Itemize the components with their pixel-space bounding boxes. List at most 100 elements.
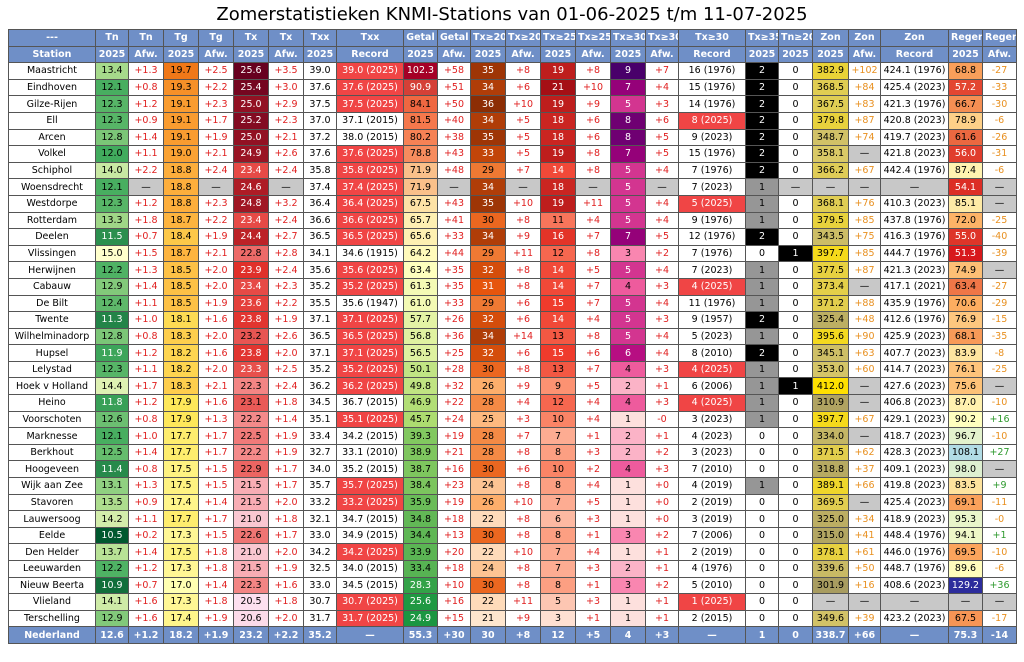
cell: +2.0 <box>198 277 234 296</box>
cell: +48 <box>848 311 881 329</box>
cell: — <box>505 178 541 196</box>
cell: +44 <box>437 244 471 263</box>
cell: +10 <box>437 576 471 595</box>
cell: 318.8 <box>812 460 849 479</box>
cell: 34 <box>470 228 506 246</box>
cell: 32 <box>470 344 506 362</box>
cell: — <box>982 261 1017 279</box>
cell: +2.2 <box>198 78 234 97</box>
cell: 10 <box>540 410 576 429</box>
cell: 368.1 <box>812 194 849 213</box>
footer-cell: -14 <box>982 626 1017 644</box>
cell: +8 <box>505 526 541 545</box>
cell: -35 <box>982 327 1017 346</box>
cell: 35.6 (2025) <box>336 261 404 279</box>
cell: 3 (2019) <box>678 510 746 528</box>
header-cell: Tx <box>268 29 304 47</box>
cell: 18.5 <box>163 277 199 296</box>
cell: +1.7 <box>268 477 304 495</box>
cell: 21 <box>540 78 576 97</box>
cell: +4 <box>645 161 679 180</box>
cell: 1 <box>778 244 813 263</box>
footer-cell: 18.2 <box>163 626 199 644</box>
cell: 389.1 <box>812 477 849 495</box>
cell: +9 <box>505 377 541 396</box>
cell: +2.0 <box>198 360 234 379</box>
cell: 50.1 <box>403 360 438 379</box>
station-row: Gilze-Rijen 12.3 +1.2 19.1 +2.3 25.0 +2.9 37.5 3… <box>8 95 1017 113</box>
cell: 34.1 <box>303 244 337 263</box>
cell: 35.2 <box>303 277 337 296</box>
cell: 57.2 <box>948 78 983 97</box>
cell: 0 <box>778 510 813 528</box>
cell: 4 (2025) <box>678 394 746 412</box>
cell: 54.1 <box>948 178 983 196</box>
cell: +18 <box>437 560 471 578</box>
cell: 19 <box>540 95 576 113</box>
header-cell: Tn≥20 <box>778 29 813 47</box>
cell: 353.0 <box>812 360 849 379</box>
cell: 38.4 <box>403 477 438 495</box>
header-cell: 2025 <box>95 45 129 64</box>
cell: +0.8 <box>128 327 164 346</box>
cell: 45.7 <box>403 410 438 429</box>
cell: 56.0 <box>948 145 983 163</box>
cell: 25.2 <box>233 111 269 130</box>
cell: 22.6 <box>233 526 269 545</box>
cell: 33.2 (2025) <box>336 493 404 512</box>
cell: 30.7 (2025) <box>336 593 404 611</box>
cell: +2.6 <box>268 145 304 163</box>
cell: 0 <box>778 410 813 429</box>
cell: 0 <box>778 477 813 495</box>
cell: +4 <box>645 211 679 230</box>
cell: 35.1 <box>303 410 337 429</box>
cell: 17.9 <box>163 394 199 412</box>
cell: 4 <box>610 277 646 296</box>
station-row: Arcen 12.8 +1.4 19.1 +1.9 25.0 +2.1 37.2 38.0 (2… <box>8 128 1017 147</box>
cell: +75 <box>848 228 881 246</box>
cell: +16 <box>437 460 471 479</box>
cell: -10 <box>982 543 1017 561</box>
cell: 425.4 (2023) <box>880 78 949 97</box>
cell: 94.1 <box>948 526 983 545</box>
cell: +26 <box>437 311 471 329</box>
cell: 14 <box>540 261 576 279</box>
cell: +2.1 <box>198 377 234 396</box>
cell: 2 (2015) <box>678 609 746 628</box>
cell: 0 <box>745 443 779 462</box>
cell: — <box>198 178 234 196</box>
cell: +3.2 <box>268 194 304 213</box>
cell: 61.3 <box>403 277 438 296</box>
cell: 18.5 <box>163 261 199 279</box>
cell: 35 <box>470 194 506 213</box>
footer-cell: 0 <box>778 626 813 644</box>
cell: 0 <box>778 493 813 512</box>
cell: 4 <box>610 360 646 379</box>
cell: 87.0 <box>948 394 983 412</box>
cell: +62 <box>848 443 881 462</box>
cell: 11.4 <box>95 460 129 479</box>
station-name: Stavoren <box>8 493 96 512</box>
cell: — <box>848 277 881 296</box>
cell: +6 <box>505 344 541 362</box>
cell: +1.6 <box>198 344 234 362</box>
cell: 34 <box>470 111 506 130</box>
cell: 65.6 <box>403 228 438 246</box>
cell: 17.4 <box>163 493 199 512</box>
cell: 12.8 <box>95 327 129 346</box>
cell: +1.8 <box>268 394 304 412</box>
cell: +41 <box>437 211 471 230</box>
cell: 89.6 <box>948 560 983 578</box>
cell: 18.8 <box>163 194 199 213</box>
cell: 17.7 <box>163 443 199 462</box>
cell: +7 <box>645 62 679 80</box>
cell: 0 <box>778 78 813 97</box>
cell: +1.2 <box>128 194 164 213</box>
cell: 129.2 <box>948 576 983 595</box>
station-row: Nieuw Beerta 10.9 +0.7 17.0 +1.4 22.3 +1.6 33.0… <box>8 576 1017 595</box>
cell: 301.9 <box>812 576 849 595</box>
cell: 437.8 (1976) <box>880 211 949 230</box>
cell: 6 <box>540 510 576 528</box>
cell: +8 <box>575 244 611 263</box>
cell: 418.9 (2023) <box>880 510 949 528</box>
